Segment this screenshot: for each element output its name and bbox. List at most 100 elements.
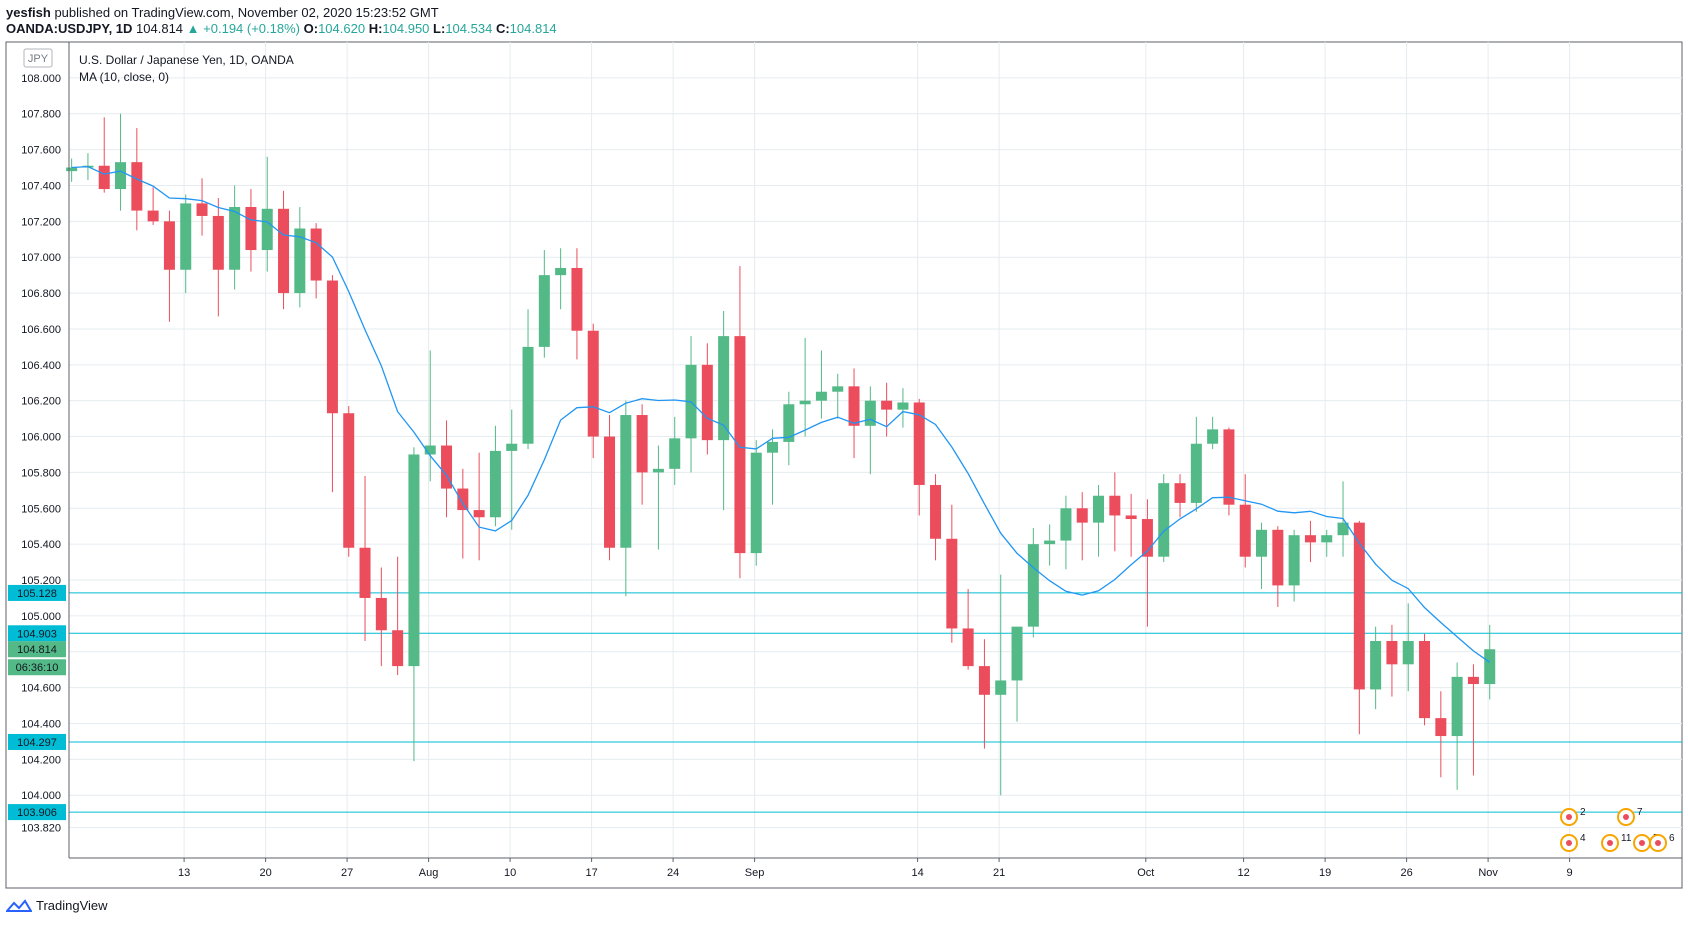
candle-body-down bbox=[473, 510, 485, 518]
high-label: H: bbox=[368, 21, 383, 36]
candle-body-up bbox=[555, 267, 567, 276]
candle-body-up bbox=[229, 206, 241, 270]
candle-body-up bbox=[783, 404, 795, 442]
candle-body-up bbox=[424, 445, 436, 455]
candle-body-down bbox=[604, 436, 616, 548]
y-tick-label: 106.000 bbox=[21, 432, 61, 444]
candle-body-down bbox=[913, 402, 925, 485]
candle-body-down bbox=[1223, 429, 1235, 505]
low-label: L: bbox=[433, 21, 446, 36]
candle-body-up bbox=[1207, 429, 1219, 444]
candle-body-down bbox=[278, 208, 290, 294]
event-badges[interactable]: 2741156 bbox=[1560, 807, 1675, 852]
candle-body-up bbox=[750, 452, 762, 554]
open-value: 104.620 bbox=[318, 21, 366, 36]
price-tag-label: 103.906 bbox=[17, 807, 57, 819]
candle-body-up bbox=[799, 400, 811, 405]
low-value: 104.534 bbox=[445, 21, 493, 36]
candle-body-down bbox=[1467, 676, 1479, 685]
y-tick-label: 105.200 bbox=[21, 575, 61, 587]
x-tick-label: 14 bbox=[911, 867, 923, 879]
event-flag-dot-icon bbox=[1623, 814, 1629, 820]
candle-body-down bbox=[978, 666, 990, 695]
price-tag bbox=[8, 641, 66, 658]
horizontal-lines[interactable] bbox=[69, 592, 1682, 813]
open-label: O: bbox=[303, 21, 319, 36]
price-tag bbox=[8, 733, 66, 750]
y-tick-label: 104.600 bbox=[21, 683, 61, 695]
candle-body-up bbox=[1060, 508, 1072, 541]
candle-body-down bbox=[310, 228, 322, 281]
candle-body-down bbox=[734, 336, 746, 554]
candle-body-up bbox=[1484, 649, 1496, 685]
x-axis-ticks: 13 20 27 Aug 10 17 24 Sep 14 21 Oct 12 19 26 Nov 9 bbox=[178, 858, 1573, 879]
candle-body-down bbox=[1304, 535, 1316, 543]
y-tick-label: 106.400 bbox=[21, 360, 61, 372]
candle-body-down bbox=[245, 206, 257, 251]
symbol-label: OANDA:USDJPY, 1D bbox=[6, 21, 133, 36]
y-axis-ticks: 108.000 107.800 107.600 107.400 107.200 107.0… bbox=[21, 73, 61, 835]
candle-body-down bbox=[359, 547, 371, 598]
y-tick-label: 105.000 bbox=[21, 611, 61, 623]
candle-body-down bbox=[212, 215, 224, 270]
candle-body-up bbox=[815, 391, 827, 401]
legend-indicator: MA (10, close, 0) bbox=[79, 70, 169, 84]
candle-body-down bbox=[962, 628, 974, 667]
x-tick-label: Aug bbox=[419, 867, 439, 879]
price-tag-label: 104.903 bbox=[17, 628, 57, 640]
tradingview-footer[interactable]: TradingView bbox=[6, 898, 108, 913]
x-tick-label: 17 bbox=[585, 867, 597, 879]
candle-body-up bbox=[294, 228, 306, 294]
candle-body-down bbox=[571, 267, 583, 331]
candle-body-down bbox=[1419, 640, 1431, 719]
candle-body-down bbox=[98, 165, 110, 190]
close-label: C: bbox=[495, 21, 510, 36]
candle-body-up bbox=[522, 346, 534, 444]
candle-body-down bbox=[1109, 495, 1121, 516]
x-tick-label: 13 bbox=[178, 867, 190, 879]
candle-body-up bbox=[620, 415, 632, 548]
y-tick-label: 105.600 bbox=[21, 503, 61, 515]
candle-body-down bbox=[457, 488, 469, 511]
y-tick-label: 107.200 bbox=[21, 216, 61, 228]
price-tags: 105.128 104.903 104.814 06:36:10 104.297 103.… bbox=[8, 584, 66, 821]
y-tick-label: 107.600 bbox=[21, 145, 61, 157]
candle-body-up bbox=[1402, 640, 1414, 665]
candle-body-down bbox=[1386, 640, 1398, 665]
chart-legend: JPY U.S. Dollar / Japanese Yen, 1D, OAND… bbox=[23, 48, 294, 84]
y-tick-label: 106.800 bbox=[21, 288, 61, 300]
y-tick-label: 108.000 bbox=[21, 73, 61, 85]
candle-body-up bbox=[538, 275, 550, 347]
y-tick-label: 104.200 bbox=[21, 754, 61, 766]
change-value: ▲ +0.194 (+0.18%) bbox=[186, 21, 300, 36]
candle-body-down bbox=[163, 221, 175, 270]
x-tick-label: 19 bbox=[1319, 867, 1331, 879]
candle-body-down bbox=[131, 162, 143, 211]
published-text: published on TradingView.com, November 0… bbox=[54, 5, 439, 20]
candle-body-up bbox=[180, 203, 192, 270]
candle-body-down bbox=[343, 413, 355, 548]
x-tick-label: 20 bbox=[259, 867, 271, 879]
candle-body-down bbox=[1174, 483, 1186, 503]
candle-body-up bbox=[1337, 522, 1349, 536]
candle-body-up bbox=[506, 443, 518, 451]
x-tick-label: Oct bbox=[1137, 867, 1154, 879]
price-tag bbox=[8, 804, 66, 821]
y-tick-label: 103.820 bbox=[21, 823, 61, 835]
candle-body-down bbox=[1076, 508, 1088, 523]
candle-body-up bbox=[1321, 535, 1333, 543]
price-tag bbox=[8, 625, 66, 642]
last-price: 104.814 bbox=[136, 21, 184, 36]
candle-body-up bbox=[1370, 640, 1382, 690]
x-tick-label: 27 bbox=[341, 867, 353, 879]
candle-body-down bbox=[881, 400, 893, 410]
event-flag-dot-icon bbox=[1566, 840, 1572, 846]
event-flag-dot-icon bbox=[1607, 840, 1613, 846]
candle-body-down bbox=[1272, 529, 1284, 586]
legend-title: U.S. Dollar / Japanese Yen, 1D, OANDA bbox=[79, 53, 294, 67]
event-badge-count: 11 bbox=[1621, 833, 1632, 844]
tradingview-logo-icon bbox=[6, 898, 32, 912]
candle-body-down bbox=[1141, 519, 1153, 557]
candle-body-down bbox=[701, 364, 713, 441]
